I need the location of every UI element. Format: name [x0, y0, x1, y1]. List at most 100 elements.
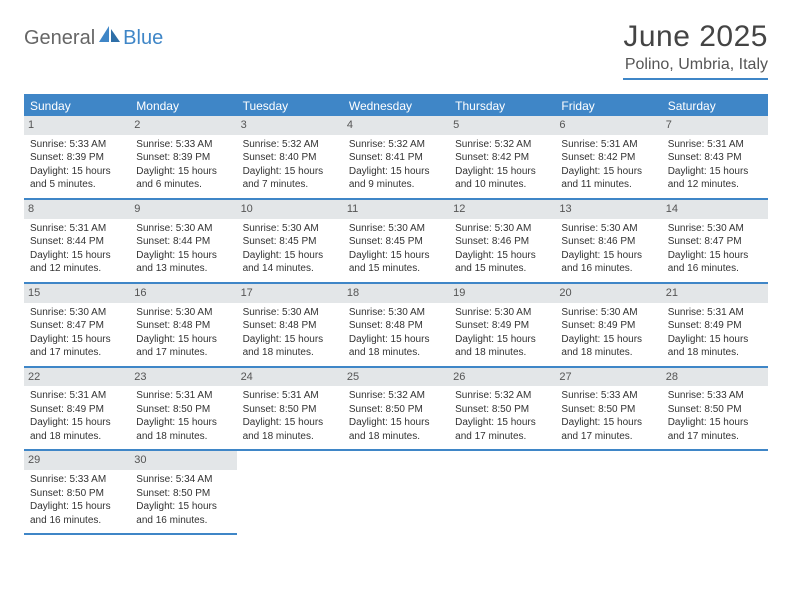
daylight-text: Daylight: 15 hours and 16 minutes. — [136, 500, 230, 527]
calendar-empty-cell — [662, 451, 768, 535]
sunrise-text: Sunrise: 5:30 AM — [30, 306, 124, 320]
sunrise-text: Sunrise: 5:33 AM — [668, 389, 762, 403]
daylight-text: Daylight: 15 hours and 16 minutes. — [561, 249, 655, 276]
sunrise-text: Sunrise: 5:32 AM — [349, 389, 443, 403]
calendar-day-cell: 30Sunrise: 5:34 AMSunset: 8:50 PMDayligh… — [130, 451, 236, 535]
daylight-text: Daylight: 15 hours and 13 minutes. — [136, 249, 230, 276]
daylight-text: Daylight: 15 hours and 18 minutes. — [243, 333, 337, 360]
logo-sail-icon — [99, 26, 121, 50]
sunset-text: Sunset: 8:47 PM — [30, 319, 124, 333]
calendar-day-cell: 29Sunrise: 5:33 AMSunset: 8:50 PMDayligh… — [24, 451, 130, 535]
logo: General Blue — [24, 20, 163, 50]
day-number: 27 — [555, 368, 661, 387]
day-number: 12 — [449, 200, 555, 219]
calendar-day-cell: 3Sunrise: 5:32 AMSunset: 8:40 PMDaylight… — [237, 116, 343, 200]
sunrise-text: Sunrise: 5:30 AM — [561, 306, 655, 320]
sunset-text: Sunset: 8:46 PM — [455, 235, 549, 249]
calendar-day-cell: 22Sunrise: 5:31 AMSunset: 8:49 PMDayligh… — [24, 368, 130, 452]
day-number: 5 — [449, 116, 555, 135]
day-number: 4 — [343, 116, 449, 135]
sunrise-text: Sunrise: 5:32 AM — [455, 389, 549, 403]
sunset-text: Sunset: 8:39 PM — [30, 151, 124, 165]
day-number: 7 — [662, 116, 768, 135]
weekday-header: Wednesday — [343, 96, 449, 116]
sunrise-text: Sunrise: 5:33 AM — [561, 389, 655, 403]
sunrise-text: Sunrise: 5:32 AM — [455, 138, 549, 152]
calendar-day-cell: 16Sunrise: 5:30 AMSunset: 8:48 PMDayligh… — [130, 284, 236, 368]
sunset-text: Sunset: 8:42 PM — [561, 151, 655, 165]
weekday-header: Thursday — [449, 96, 555, 116]
calendar-day-cell: 28Sunrise: 5:33 AMSunset: 8:50 PMDayligh… — [662, 368, 768, 452]
calendar-day-cell: 18Sunrise: 5:30 AMSunset: 8:48 PMDayligh… — [343, 284, 449, 368]
weekday-header: Saturday — [662, 96, 768, 116]
sunset-text: Sunset: 8:48 PM — [136, 319, 230, 333]
sunset-text: Sunset: 8:39 PM — [136, 151, 230, 165]
sunrise-text: Sunrise: 5:33 AM — [136, 138, 230, 152]
sunrise-text: Sunrise: 5:31 AM — [30, 389, 124, 403]
day-number: 9 — [130, 200, 236, 219]
logo-text-blue: Blue — [123, 27, 163, 50]
daylight-text: Daylight: 15 hours and 5 minutes. — [30, 165, 124, 192]
calendar-day-cell: 13Sunrise: 5:30 AMSunset: 8:46 PMDayligh… — [555, 200, 661, 284]
daylight-text: Daylight: 15 hours and 18 minutes. — [349, 416, 443, 443]
day-number: 14 — [662, 200, 768, 219]
sunrise-text: Sunrise: 5:30 AM — [243, 306, 337, 320]
calendar-day-cell: 15Sunrise: 5:30 AMSunset: 8:47 PMDayligh… — [24, 284, 130, 368]
calendar-day-cell: 2Sunrise: 5:33 AMSunset: 8:39 PMDaylight… — [130, 116, 236, 200]
daylight-text: Daylight: 15 hours and 17 minutes. — [136, 333, 230, 360]
sunrise-text: Sunrise: 5:30 AM — [455, 222, 549, 236]
sunset-text: Sunset: 8:41 PM — [349, 151, 443, 165]
day-number: 11 — [343, 200, 449, 219]
sunset-text: Sunset: 8:49 PM — [455, 319, 549, 333]
title-block: June 2025 Polino, Umbria, Italy — [623, 20, 768, 80]
sunset-text: Sunset: 8:45 PM — [243, 235, 337, 249]
daylight-text: Daylight: 15 hours and 18 minutes. — [561, 333, 655, 360]
sunrise-text: Sunrise: 5:33 AM — [30, 138, 124, 152]
sunset-text: Sunset: 8:50 PM — [243, 403, 337, 417]
day-number: 2 — [130, 116, 236, 135]
sunset-text: Sunset: 8:44 PM — [136, 235, 230, 249]
calendar-day-cell: 21Sunrise: 5:31 AMSunset: 8:49 PMDayligh… — [662, 284, 768, 368]
day-number: 3 — [237, 116, 343, 135]
sunset-text: Sunset: 8:48 PM — [243, 319, 337, 333]
daylight-text: Daylight: 15 hours and 16 minutes. — [668, 249, 762, 276]
day-number: 26 — [449, 368, 555, 387]
calendar-day-cell: 9Sunrise: 5:30 AMSunset: 8:44 PMDaylight… — [130, 200, 236, 284]
sunrise-text: Sunrise: 5:34 AM — [136, 473, 230, 487]
daylight-text: Daylight: 15 hours and 18 minutes. — [243, 416, 337, 443]
calendar-day-cell: 1Sunrise: 5:33 AMSunset: 8:39 PMDaylight… — [24, 116, 130, 200]
calendar-day-cell: 26Sunrise: 5:32 AMSunset: 8:50 PMDayligh… — [449, 368, 555, 452]
calendar-day-cell: 23Sunrise: 5:31 AMSunset: 8:50 PMDayligh… — [130, 368, 236, 452]
sunset-text: Sunset: 8:50 PM — [668, 403, 762, 417]
weekday-header: Sunday — [24, 96, 130, 116]
sunset-text: Sunset: 8:50 PM — [136, 403, 230, 417]
daylight-text: Daylight: 15 hours and 12 minutes. — [668, 165, 762, 192]
page-root: General Blue June 2025 Polino, Umbria, I… — [0, 0, 792, 555]
sunrise-text: Sunrise: 5:33 AM — [30, 473, 124, 487]
sunset-text: Sunset: 8:50 PM — [455, 403, 549, 417]
sunset-text: Sunset: 8:42 PM — [455, 151, 549, 165]
sunrise-text: Sunrise: 5:32 AM — [243, 138, 337, 152]
daylight-text: Daylight: 15 hours and 17 minutes. — [561, 416, 655, 443]
calendar-day-cell: 11Sunrise: 5:30 AMSunset: 8:45 PMDayligh… — [343, 200, 449, 284]
sunrise-text: Sunrise: 5:30 AM — [668, 222, 762, 236]
sunrise-text: Sunrise: 5:32 AM — [349, 138, 443, 152]
calendar-day-cell: 6Sunrise: 5:31 AMSunset: 8:42 PMDaylight… — [555, 116, 661, 200]
daylight-text: Daylight: 15 hours and 14 minutes. — [243, 249, 337, 276]
sunrise-text: Sunrise: 5:31 AM — [243, 389, 337, 403]
calendar-day-cell: 4Sunrise: 5:32 AMSunset: 8:41 PMDaylight… — [343, 116, 449, 200]
sunset-text: Sunset: 8:49 PM — [561, 319, 655, 333]
daylight-text: Daylight: 15 hours and 15 minutes. — [349, 249, 443, 276]
sunset-text: Sunset: 8:43 PM — [668, 151, 762, 165]
sunset-text: Sunset: 8:46 PM — [561, 235, 655, 249]
day-number: 22 — [24, 368, 130, 387]
sunrise-text: Sunrise: 5:30 AM — [136, 306, 230, 320]
daylight-text: Daylight: 15 hours and 7 minutes. — [243, 165, 337, 192]
sunset-text: Sunset: 8:48 PM — [349, 319, 443, 333]
calendar-empty-cell — [449, 451, 555, 535]
calendar-empty-cell — [555, 451, 661, 535]
calendar-day-cell: 7Sunrise: 5:31 AMSunset: 8:43 PMDaylight… — [662, 116, 768, 200]
calendar-empty-cell — [237, 451, 343, 535]
day-number: 13 — [555, 200, 661, 219]
sunset-text: Sunset: 8:45 PM — [349, 235, 443, 249]
